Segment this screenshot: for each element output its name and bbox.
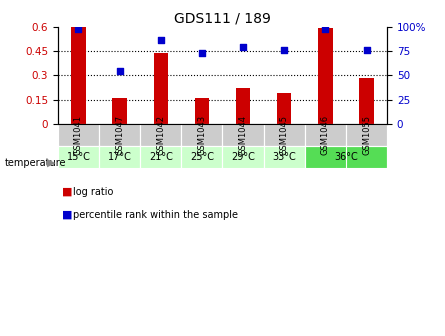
Bar [140, 146, 182, 168]
Bar [99, 146, 140, 168]
Bar [236, 88, 250, 124]
Bar [264, 146, 305, 168]
Text: GSM1055: GSM1055 [362, 115, 371, 155]
Text: 21°C: 21°C [149, 152, 173, 162]
Bar [182, 146, 222, 168]
Bar [195, 98, 209, 124]
Bar [113, 98, 127, 124]
Point [239, 44, 247, 50]
Point [157, 37, 164, 42]
Text: GSM1046: GSM1046 [321, 115, 330, 155]
Text: 25°C: 25°C [190, 152, 214, 162]
Point [281, 48, 288, 53]
Bar [182, 124, 222, 146]
Text: temperature: temperature [4, 158, 66, 168]
Text: ■: ■ [62, 186, 73, 197]
Point [322, 27, 329, 32]
Text: GSM1042: GSM1042 [156, 115, 165, 155]
Bar [346, 124, 387, 146]
Bar [360, 78, 374, 124]
Text: GSM1047: GSM1047 [115, 115, 124, 155]
Text: percentile rank within the sample: percentile rank within the sample [73, 210, 239, 220]
Text: GSM1044: GSM1044 [239, 115, 247, 155]
Point [363, 47, 370, 52]
Text: GSM1043: GSM1043 [198, 115, 206, 155]
Text: 36°C: 36°C [334, 152, 358, 162]
Text: ■: ■ [62, 210, 73, 220]
Title: GDS111 / 189: GDS111 / 189 [174, 12, 271, 26]
Text: GSM1045: GSM1045 [280, 115, 289, 155]
Point [198, 50, 206, 55]
Bar [264, 124, 305, 146]
Bar [140, 124, 182, 146]
Text: GSM1041: GSM1041 [74, 115, 83, 155]
Bar [58, 124, 99, 146]
Bar [58, 146, 99, 168]
Bar [99, 124, 140, 146]
Bar [154, 53, 168, 124]
Text: 33°C: 33°C [272, 152, 296, 162]
Bar [222, 146, 263, 168]
Bar [318, 28, 332, 124]
Text: 29°C: 29°C [231, 152, 255, 162]
Text: 17°C: 17°C [108, 152, 132, 162]
Point [75, 27, 82, 32]
Bar [305, 124, 346, 146]
Bar [277, 93, 291, 124]
Bar [305, 146, 387, 168]
Bar [222, 124, 263, 146]
Text: 15°C: 15°C [66, 152, 90, 162]
Bar [71, 27, 85, 124]
Text: log ratio: log ratio [73, 186, 114, 197]
Point [116, 68, 123, 73]
Text: ▶: ▶ [47, 158, 55, 168]
